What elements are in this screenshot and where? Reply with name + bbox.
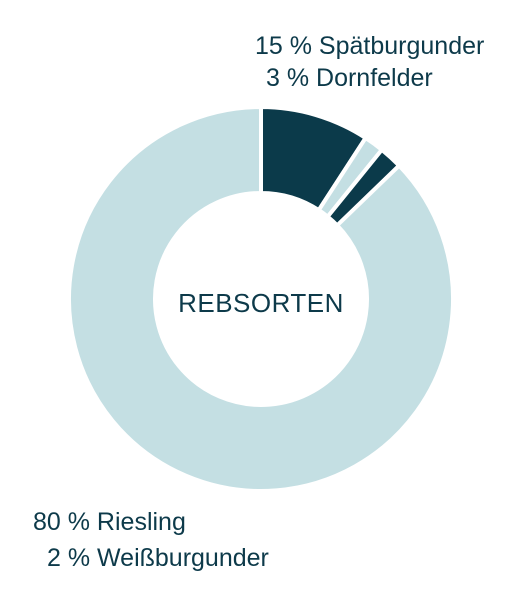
legend-label-weissburgunder: 2 % Weißburgunder — [47, 544, 269, 572]
slice-riesling — [67, 104, 455, 493]
legend-label-dornfelder: 3 % Dornfelder — [266, 64, 433, 92]
legend-label-spaetburgunder: 15 % Spätburgunder — [255, 32, 484, 60]
donut-slices — [67, 104, 455, 493]
center-label: REBSORTEN — [178, 288, 344, 318]
legend-label-riesling: 80 % Riesling — [33, 508, 186, 536]
